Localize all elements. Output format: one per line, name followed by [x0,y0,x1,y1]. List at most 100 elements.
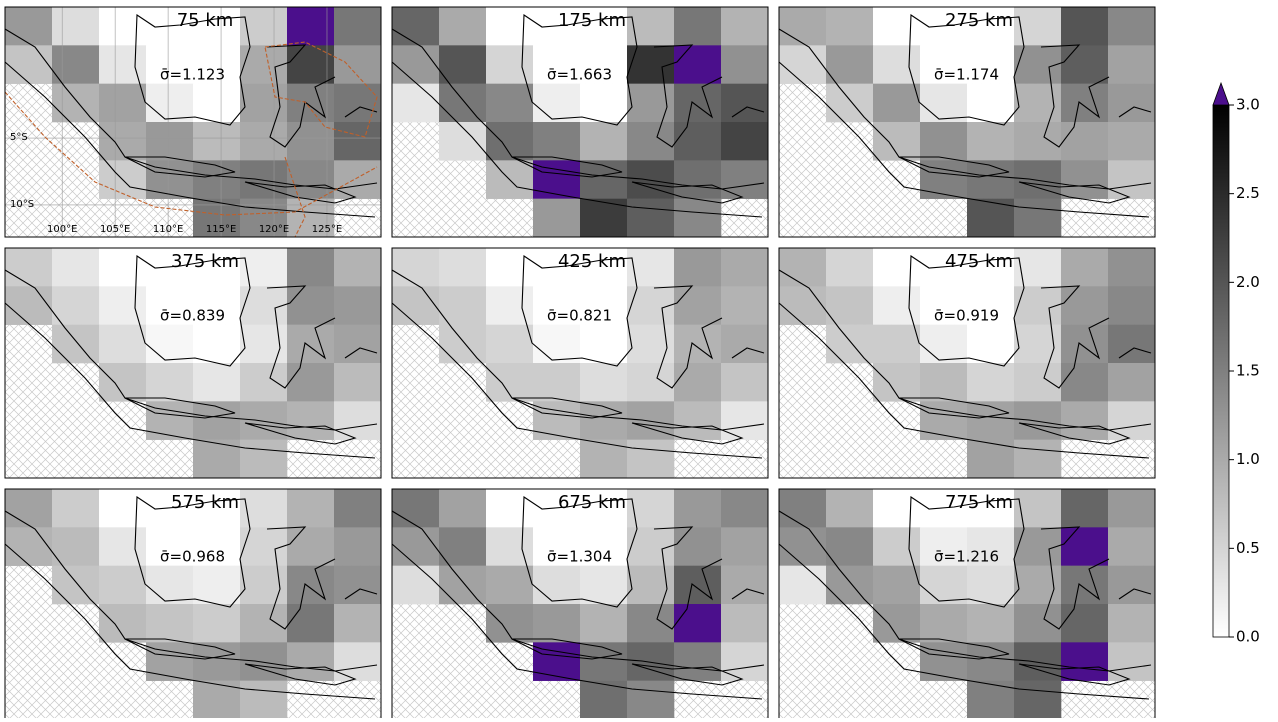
heat-cell [99,324,147,364]
heat-cell [674,489,722,528]
heat-cell [334,7,382,46]
heat-cell [146,324,194,364]
heat-cell [5,489,53,528]
heat-cell [580,680,628,720]
heat-cell [779,248,827,287]
heat-cell [533,363,581,402]
x-tick-label: 110°E [153,224,183,235]
heat-cell [1108,160,1156,199]
heat-cell [533,198,581,238]
heat-cell [967,565,1015,605]
heat-cell [1014,604,1062,643]
x-tick-label: 105°E [100,224,130,235]
heat-cell [826,248,874,287]
heat-cell [1061,122,1109,161]
heat-cell [627,489,675,528]
heat-cell [99,604,147,643]
heat-cell [193,160,241,199]
heat-cell [193,527,241,566]
heat-cell [146,527,194,566]
heat-cell [920,45,968,84]
heat-cell [721,489,769,528]
heat-cell [1061,45,1109,84]
heat-cell [52,248,100,287]
heat-cell [1108,324,1156,364]
heat-cell [287,7,335,46]
heat-cell [779,565,827,605]
heat-cell [99,565,147,605]
heat-cell [1014,248,1062,287]
heat-cell [240,122,288,161]
heat-cell [674,83,722,123]
heat-cell [287,122,335,161]
heat-cell [392,248,440,287]
panel-frame [778,247,1156,479]
heat-cell [627,439,675,479]
heat-cell [1014,83,1062,123]
heat-cell [193,642,241,681]
heat-cell [99,122,147,161]
heat-cell [1108,565,1156,605]
heat-cell [193,565,241,605]
heat-cell [52,489,100,528]
heat-cell [1108,401,1156,440]
heat-cell [1108,122,1156,161]
heat-cell [967,122,1015,161]
heat-cell [334,286,382,325]
heat-cell [920,286,968,325]
heat-cell [193,324,241,364]
heat-cell [99,489,147,528]
heat-cell [779,527,827,566]
sigma-annotation: σ̄=1.123 [160,66,225,84]
heat-cell [1061,565,1109,605]
heat-cell [627,324,675,364]
heat-cell [392,527,440,566]
heat-cell [721,122,769,161]
heat-cell [967,489,1015,528]
heat-cell [193,7,241,46]
heat-cell [533,122,581,161]
x-tick-label: 120°E [259,224,289,235]
heat-cell [873,324,921,364]
heat-cell [1014,324,1062,364]
heat-cell [920,324,968,364]
panel-title: 75 km [177,10,234,31]
heat-cell [334,160,382,199]
sigma-annotation: σ̄=0.919 [934,307,999,325]
heat-cell [1108,83,1156,123]
heat-cell [580,45,628,84]
heat-cell [533,83,581,123]
panel-title: 675 km [558,492,626,513]
heat-cell [99,7,147,46]
heat-cell [1108,248,1156,287]
heat-cell [240,680,288,720]
sigma-annotation: σ̄=0.821 [547,307,612,325]
x-tick-label: 125°E [312,224,342,235]
heat-cell [967,7,1015,46]
heat-cell [392,45,440,84]
heat-cell [580,401,628,440]
heat-cell [146,565,194,605]
heat-cell [486,527,534,566]
panel-frame [778,6,1156,238]
heat-cell [146,83,194,123]
heat-cell [627,83,675,123]
heat-cell [52,83,100,123]
heat-cell [1061,83,1109,123]
heat-cell [287,248,335,287]
heat-cell [920,565,968,605]
heat-cell [779,489,827,528]
heat-cell [826,489,874,528]
heat-cell [1061,527,1109,566]
heat-cell [334,527,382,566]
heat-cell [967,604,1015,643]
heat-cell [873,248,921,287]
heat-cell [439,489,487,528]
heat-cell [674,45,722,84]
heat-cell [287,489,335,528]
heat-cell [533,324,581,364]
heat-cell [627,198,675,238]
x-tick-label: 115°E [206,224,236,235]
heat-cell [1014,489,1062,528]
